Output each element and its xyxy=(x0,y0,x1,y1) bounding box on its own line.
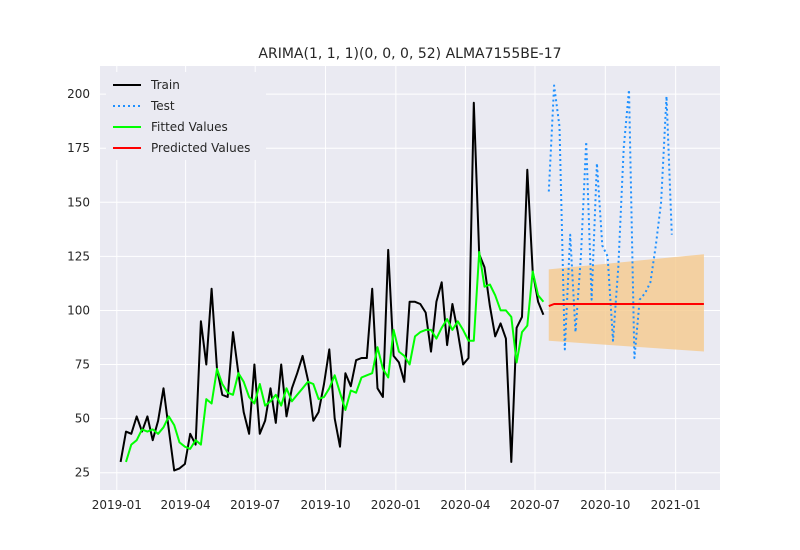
series-line-test xyxy=(547,84,673,359)
y-tick-label: 50 xyxy=(75,412,90,426)
legend-label-train: Train xyxy=(150,78,180,92)
y-tick-label: 75 xyxy=(75,358,90,372)
confidence-band-area xyxy=(548,254,704,352)
y-tick-label: 175 xyxy=(67,141,90,155)
y-axis: 25 50 75 100 125 150 175 200 xyxy=(67,87,90,480)
x-tick-label: 2020-04 xyxy=(440,498,490,512)
chart-title: ARIMA(1, 1, 1)(0, 0, 0, 52) ALMA7155BE-1… xyxy=(258,46,561,62)
y-tick-label: 25 xyxy=(75,466,90,480)
x-tick-label: 2019-07 xyxy=(230,498,280,512)
y-tick-label: 125 xyxy=(67,249,90,263)
x-tick-label: 2020-07 xyxy=(510,498,560,512)
series-layer xyxy=(119,84,704,472)
legend: Train Test Fitted Values Predicted Values xyxy=(106,72,266,160)
series-line-predicted-values xyxy=(548,303,704,308)
x-tick-label: 2019-04 xyxy=(161,498,211,512)
legend-box xyxy=(106,72,266,160)
x-tick-label: 2019-01 xyxy=(92,498,142,512)
x-tick-label: 2020-10 xyxy=(580,498,630,512)
legend-label-predicted-values: Predicted Values xyxy=(151,141,250,155)
y-tick-label: 150 xyxy=(67,195,90,209)
x-tick-label: 2021-01 xyxy=(651,498,701,512)
x-tick-label: 2020-01 xyxy=(371,498,421,512)
x-axis: 2019-01 2019-04 2019-07 2019-10 2020-01 2020-… xyxy=(92,498,701,512)
confidence-band xyxy=(548,254,704,352)
legend-label-test: Test xyxy=(150,99,175,113)
y-tick-label: 100 xyxy=(67,303,90,317)
x-tick-label: 2019-10 xyxy=(300,498,350,512)
series-line-fitted-values xyxy=(125,251,545,463)
y-tick-label: 200 xyxy=(67,87,90,101)
legend-label-fitted-values: Fitted Values xyxy=(151,120,228,134)
